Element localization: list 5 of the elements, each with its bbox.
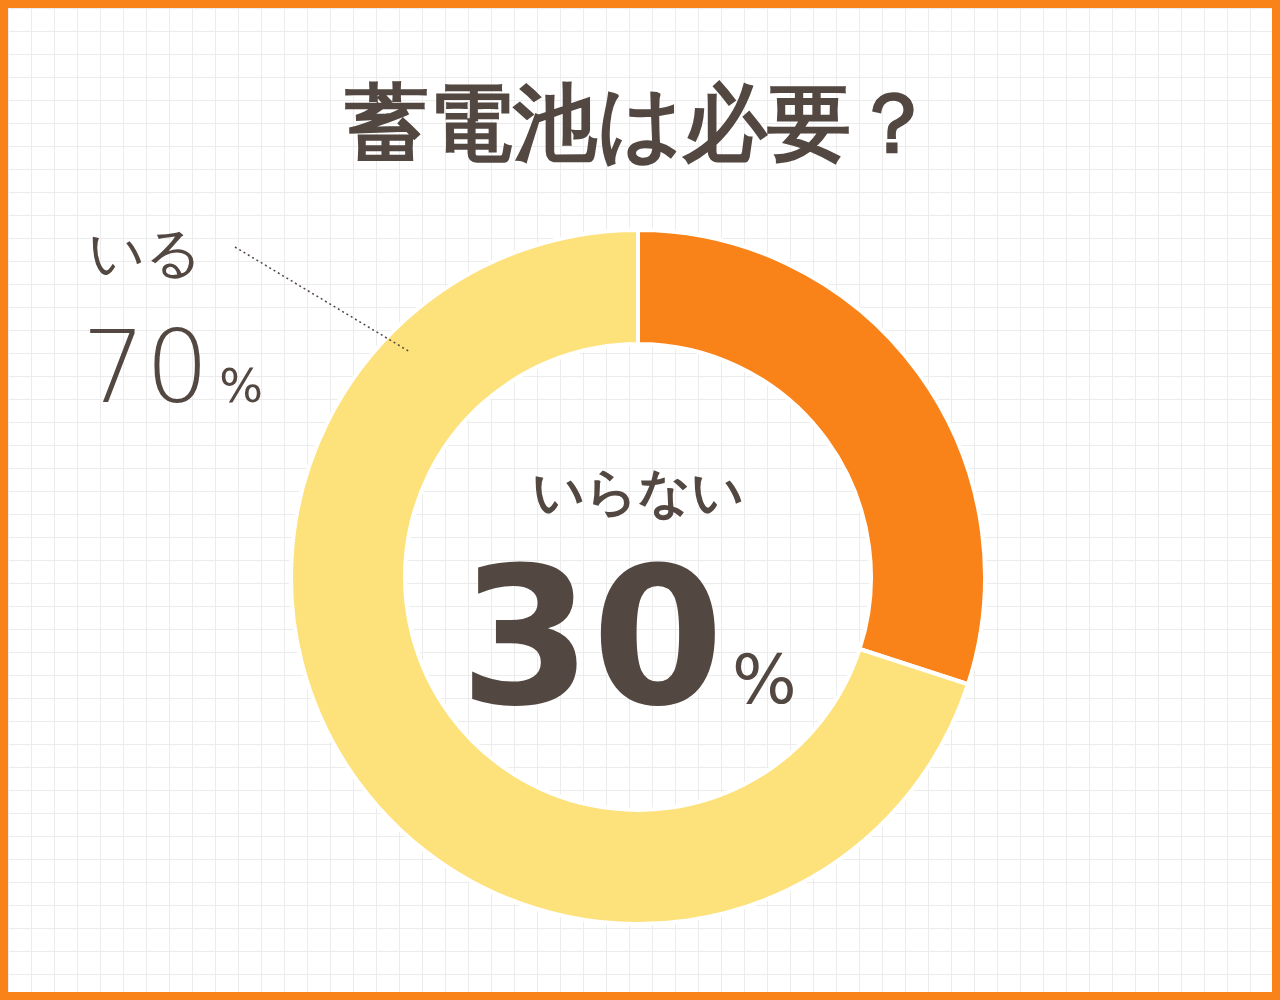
slice-label: いる bbox=[88, 220, 202, 285]
data-label: 70% bbox=[82, 309, 263, 426]
chart-title: 蓄電池は必要？ bbox=[344, 74, 935, 172]
data-label: 30% bbox=[459, 527, 797, 748]
slice-label: いらない bbox=[532, 462, 744, 522]
